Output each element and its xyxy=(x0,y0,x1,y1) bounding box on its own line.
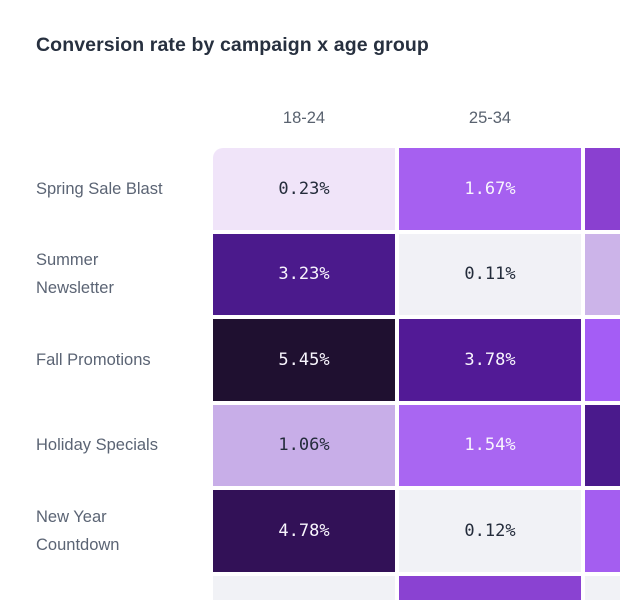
heatmap-cell xyxy=(585,148,620,230)
heatmap-cell: 4.78% xyxy=(213,490,395,572)
row-label: Fall Promotions xyxy=(36,350,151,369)
heatmap-cell xyxy=(585,404,620,486)
row-label: Summer Newsletter xyxy=(36,251,114,298)
chart-title: Conversion rate by campaign x age group xyxy=(36,34,429,56)
heatmap-cell xyxy=(399,575,581,600)
heatmap-cell: 1.54% xyxy=(399,404,581,486)
heatmap-cell xyxy=(585,319,620,401)
column-header: 25-34 xyxy=(468,109,512,127)
heatmap-cell: 3.78% xyxy=(399,319,581,401)
column-header xyxy=(585,104,620,144)
header-spacer xyxy=(0,104,209,144)
heatmap-cell xyxy=(213,575,395,600)
heatmap-cell: 0.23% xyxy=(213,148,395,230)
row-label: Holiday Specials xyxy=(36,436,158,455)
heatmap-cell: 0.11% xyxy=(399,233,581,315)
heatmap-grid: 18-24 25-34 Spring Sale Blast 0.23% 1.67% Sum… xyxy=(0,104,620,600)
column-header: 18-24 xyxy=(282,109,326,127)
heatmap-cell: 0.12% xyxy=(399,490,581,572)
heatmap-cell xyxy=(585,490,620,572)
row-label xyxy=(0,576,209,600)
heatmap-cell xyxy=(585,233,620,315)
heatmap-cell: 3.23% xyxy=(213,233,395,315)
row-label: Spring Sale Blast xyxy=(36,179,163,198)
heatmap-cell: 1.06% xyxy=(213,404,395,486)
row-label: New Year Countdown xyxy=(36,507,120,554)
heatmap-cell: 5.45% xyxy=(213,319,395,401)
heatmap-cell: 1.67% xyxy=(399,148,581,230)
heatmap-cell xyxy=(585,575,620,600)
